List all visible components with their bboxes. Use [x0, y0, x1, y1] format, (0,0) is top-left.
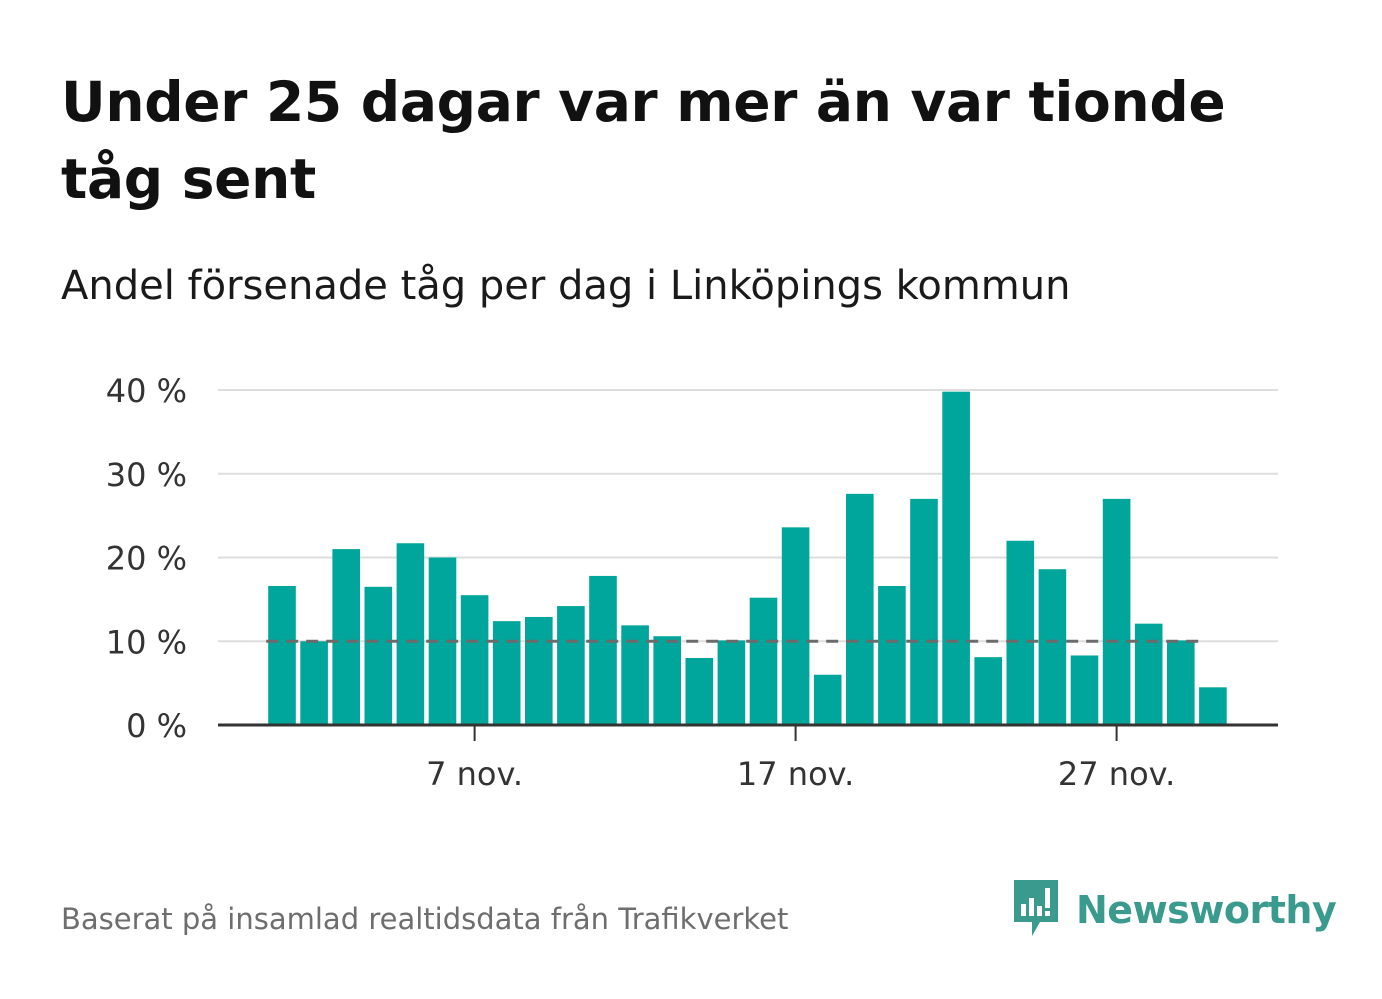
- bar: [364, 586, 393, 725]
- bar: [589, 575, 617, 725]
- bar: [1070, 655, 1099, 725]
- y-tick-label: 40 %: [106, 372, 187, 410]
- y-tick-label: 30 %: [106, 456, 187, 494]
- bar: [1006, 540, 1035, 725]
- chart-title: Under 25 dagar var mer än var tionde tåg…: [61, 70, 1226, 211]
- chart-subtitle: Andel försenade tåg per dag i Linköpings…: [61, 263, 1071, 309]
- x-tick-label: 17 nov.: [737, 755, 854, 793]
- brand-logo[interactable]: Newsworthy: [1010, 878, 1337, 942]
- bar: [685, 658, 714, 725]
- bar: [396, 543, 425, 725]
- bar: [653, 636, 681, 725]
- y-tick-label: 0 %: [126, 707, 187, 745]
- bar: [268, 585, 296, 725]
- bar: [332, 549, 360, 725]
- bar: [460, 595, 489, 725]
- x-axis: 7 nov. 17 nov. 27 nov.: [218, 723, 1278, 793]
- bar: [300, 641, 328, 725]
- x-tick-label: 27 nov.: [1058, 755, 1175, 793]
- bar: [492, 621, 521, 725]
- bar: [1102, 498, 1131, 725]
- newsworthy-logo-icon: [1010, 878, 1062, 942]
- bar: [1134, 623, 1163, 725]
- bar: [525, 616, 553, 725]
- bars: [268, 391, 1227, 725]
- source-note: Baserat på insamlad realtidsdata från Tr…: [61, 902, 789, 936]
- bar: [942, 391, 970, 725]
- bar: [749, 597, 778, 725]
- y-tick-label: 20 %: [106, 540, 187, 578]
- bar: [846, 493, 874, 725]
- bar: [1038, 569, 1067, 725]
- bar: [878, 585, 906, 725]
- x-tick-label: 7 nov.: [426, 755, 523, 793]
- bar: [974, 657, 1002, 725]
- bar: [557, 606, 585, 725]
- bar: [781, 527, 810, 725]
- brand-name: Newsworthy: [1076, 888, 1337, 932]
- bar: [1199, 687, 1227, 725]
- y-axis-ticks: 0 % 10 % 20 % 30 % 40 %: [106, 372, 187, 745]
- bar: [717, 640, 746, 725]
- bar: [910, 498, 938, 725]
- y-tick-label: 10 %: [106, 623, 187, 661]
- bar: [1167, 640, 1195, 725]
- bar: [813, 674, 842, 725]
